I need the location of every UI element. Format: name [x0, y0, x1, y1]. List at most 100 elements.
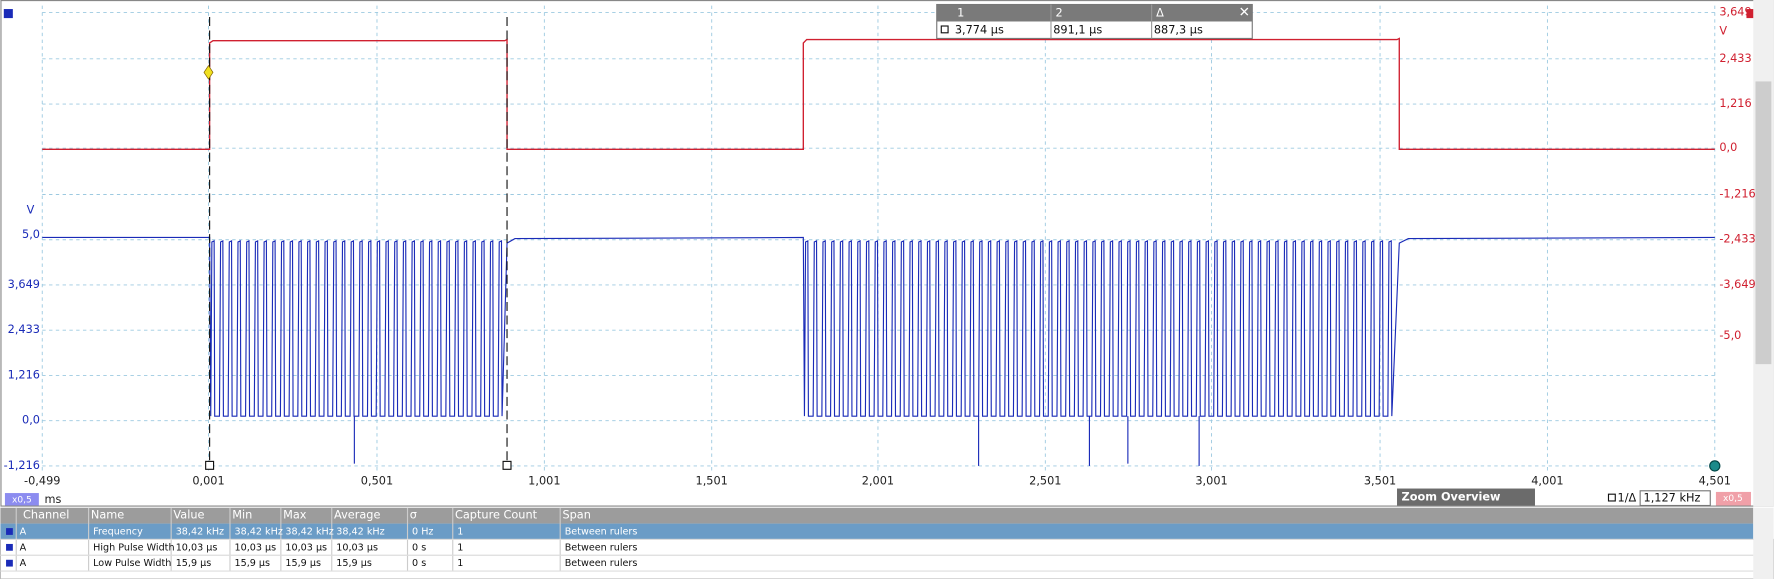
right-tick-label: -5,0 [1719, 329, 1741, 342]
table-scrollbar [1753, 507, 1774, 579]
table-cell[interactable]: 0 Hz [412, 527, 433, 538]
table-cell[interactable]: A [20, 542, 27, 553]
table-cell[interactable]: 10,03 µs [285, 542, 327, 553]
right-tick-label: -2,433 [1719, 233, 1755, 246]
x-tick-label: 3,501 [1364, 475, 1396, 488]
table-cell[interactable]: Low Pulse Width [93, 558, 171, 569]
freq-value: 1,127 kHz [1644, 492, 1701, 505]
freq-label: 1/Δ [1618, 492, 1637, 505]
right-tick-label: -1,216 [1719, 188, 1755, 201]
table-cell[interactable]: Between rulers [565, 558, 638, 569]
zoom-marker [1709, 460, 1721, 472]
left-tick-label: 2,433 [8, 323, 40, 336]
ruler-header-label: 2 [1055, 7, 1062, 20]
table-cell[interactable]: 15,9 µs [285, 558, 321, 569]
left-tick-label: 5,0 [22, 228, 40, 241]
table-cell[interactable]: 10,03 µs [176, 542, 218, 553]
table-cell[interactable]: 0 s [412, 558, 426, 569]
table-cell[interactable]: 38,42 kHz [336, 527, 384, 538]
zoom-badge [4, 493, 39, 506]
table-cell[interactable]: 1 [457, 527, 463, 538]
x-tick-label: 0,001 [192, 475, 224, 488]
column-header: Value [173, 509, 204, 522]
x-tick-label: 2,001 [862, 475, 894, 488]
right-tick-label: 1,216 [1719, 97, 1751, 110]
ruler-value: 3,774 µs [955, 24, 1004, 37]
freq-zoom: x0,5 [1723, 494, 1743, 504]
x-tick-label: 0,501 [361, 475, 393, 488]
row-icon [6, 559, 13, 567]
ruler-handle[interactable] [502, 460, 512, 470]
column-header: Name [91, 509, 124, 522]
column-header: Span [562, 509, 590, 522]
row-icon [6, 528, 13, 535]
zoom-overview-bar[interactable] [1397, 488, 1535, 506]
table-cell[interactable]: 38,42 kHz [285, 527, 333, 538]
freq-icon [1607, 493, 1616, 502]
selected-row[interactable] [0, 523, 1754, 540]
right-tick-label: 0,0 [1719, 141, 1737, 154]
column-header: Capture Count [455, 509, 538, 522]
scroll-thumb[interactable] [1755, 81, 1772, 365]
table-cell[interactable]: 10,03 µs [336, 542, 378, 553]
column-header: Average [334, 509, 380, 522]
column-header: σ [410, 509, 417, 522]
freq-zoom-badge [1715, 491, 1751, 506]
table-cell[interactable]: A [20, 527, 27, 538]
column-header: Channel [23, 509, 69, 522]
table-cell[interactable]: 1 [457, 542, 463, 553]
x-tick-label: 2,501 [1029, 475, 1061, 488]
table-cell[interactable]: A [20, 558, 27, 569]
ruler-header-label: 1 [957, 7, 964, 20]
trigger-marker [203, 64, 214, 80]
ruler-value: 887,3 µs [1154, 24, 1203, 37]
table-cell[interactable]: 38,42 kHz [234, 527, 282, 538]
column-header: Min [232, 509, 252, 522]
right-tick-label: -3,649 [1719, 278, 1755, 291]
table-cell[interactable]: High Pulse Width [93, 542, 174, 553]
left-tick-label: 3,649 [8, 278, 40, 291]
column-header: Max [283, 509, 307, 522]
right-tick-label: V [1719, 25, 1727, 38]
channel-marker [1746, 9, 1756, 19]
x-tick-label: 4,501 [1699, 475, 1731, 488]
table-cell[interactable]: 15,9 µs [234, 558, 270, 569]
x-unit: ms [45, 493, 62, 506]
ruler-header-label: Δ [1156, 7, 1164, 20]
left-tick-label: 1,216 [8, 368, 40, 381]
x-tick-label: 4,001 [1531, 475, 1563, 488]
ruler-header [936, 4, 1253, 22]
table-cell[interactable]: 38,42 kHz [176, 527, 224, 538]
x-tick-label: 1,001 [528, 475, 560, 488]
table-header [0, 507, 1754, 524]
ruler-value: 891,1 µs [1053, 24, 1102, 37]
left-unit: V [27, 203, 35, 216]
right-tick-label: 3,649 [1719, 5, 1751, 18]
close-button[interactable]: ✕ [1239, 4, 1250, 20]
table-cell[interactable]: 1 [457, 558, 463, 569]
table-area [0, 538, 1774, 579]
x-tick-label: -0,499 [24, 475, 60, 488]
ruler-handle[interactable] [205, 460, 215, 470]
freq-box [1639, 490, 1711, 507]
x-tick-label: 1,501 [696, 475, 728, 488]
table-cell[interactable]: Between rulers [565, 527, 638, 538]
table-cell[interactable]: Frequency [93, 527, 143, 538]
left-tick-label: -1,216 [4, 459, 40, 472]
zoom-overview: Zoom Overview [1402, 491, 1502, 504]
table-cell[interactable]: 15,9 µs [176, 558, 212, 569]
row-icon [6, 543, 13, 551]
channel-marker [3, 9, 13, 19]
ruler-icon [940, 25, 949, 34]
table-cell[interactable]: 15,9 µs [336, 558, 372, 569]
x-zoom: x0,5 [12, 495, 32, 505]
right-tick-label: 2,433 [1719, 52, 1751, 65]
table-cell[interactable]: 0 s [412, 542, 426, 553]
table-cell[interactable]: Between rulers [565, 542, 638, 553]
x-tick-label: 3,001 [1195, 475, 1227, 488]
left-tick-label: 0,0 [22, 414, 40, 427]
table-cell[interactable]: 10,03 µs [234, 542, 276, 553]
waveform-b [42, 37, 1715, 150]
